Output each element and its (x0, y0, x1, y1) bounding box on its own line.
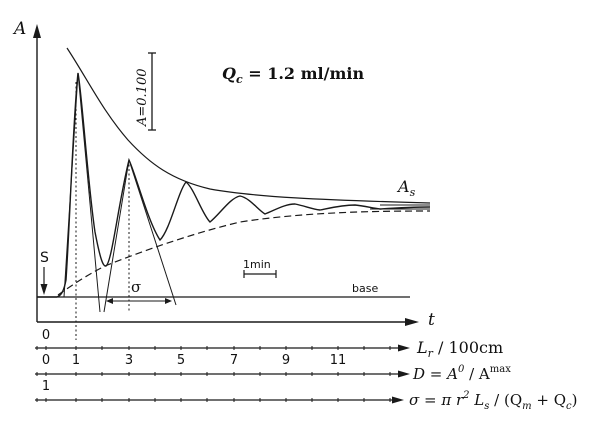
flow-rate-value: = 1.2 ml/min (243, 64, 365, 83)
sigma-arrow-left (106, 298, 113, 304)
lr-axis-label: Lr / 100cm (416, 338, 503, 360)
flow-rate-subscript: c (236, 73, 243, 86)
construction-line-right-1 (77, 72, 101, 313)
d-axis-tick-label: 1 (42, 379, 50, 394)
sigma-axis-sub2: m (522, 401, 531, 412)
sigma-axis-sup: 2 (462, 390, 469, 401)
lr-axis-tick-label: 9 (282, 353, 290, 368)
steady-state-symbol: A (396, 177, 410, 196)
lr-axis-subscript: r (428, 347, 434, 360)
lr-axis-tick-label: 7 (230, 353, 238, 368)
sigma-label: σ (131, 278, 141, 296)
sigma-axis-e: ) (572, 391, 578, 409)
lr-axis-tick-label: 3 (125, 353, 133, 368)
construction-line-right-2 (128, 159, 177, 306)
sigma-axis-d: + Q (532, 391, 566, 409)
lower-envelope-curve (57, 210, 431, 296)
d-axis-mid: / A (464, 365, 490, 383)
injection-arrow-head (40, 284, 48, 295)
steady-state-label: As (396, 177, 416, 199)
d-axis-sup2: max (490, 364, 511, 375)
baseline-label: base (352, 282, 378, 295)
lr-axis-tick-label: 5 (177, 353, 185, 368)
lr-axis-rest: / 100cm (433, 338, 503, 357)
lr-axis-tick-label: 0 (42, 353, 50, 368)
y-axis-arrow (33, 24, 41, 38)
y-axis-label: A (12, 19, 26, 39)
upper-envelope-curve (66, 47, 431, 204)
lr-axis-tick-label: 1 (72, 353, 80, 368)
sigma-axis-arrow (392, 396, 404, 404)
d-axis-sup1: 0 (458, 364, 465, 375)
lr-axis-arrow (398, 344, 410, 352)
d-axis-arrow (398, 370, 410, 378)
d-axis-lhs: D = A (412, 365, 458, 383)
sigma-arrow-right (165, 298, 172, 304)
secondary-axes: 0 1 3 5 7 9 111 (35, 344, 410, 404)
t-axis-arrow (405, 318, 419, 326)
flow-rate-symbol: Q (222, 64, 236, 83)
d-axis-label: D = A0 / Amax (412, 364, 511, 383)
amplitude-scale-label: A=0.100 (135, 69, 150, 128)
sigma-axis-label: σ = π r2 Ls / (Qm + Qc) (409, 390, 578, 412)
injection-marker-label: S (40, 250, 49, 266)
lr-axis-symbol: L (416, 338, 428, 357)
steady-state-subscript: s (410, 186, 416, 199)
t-axis-label: t (428, 310, 435, 330)
sigma-axis-b: L (470, 391, 485, 409)
sigma-axis-c: / (Q (489, 391, 522, 409)
lr-axis-tick-label: 11 (330, 353, 347, 368)
flow-rate-label: Qc = 1.2 ml/min (222, 64, 364, 86)
sigma-axis-a: σ = π r (409, 391, 464, 409)
sigma-axis-sub1: s (484, 401, 489, 412)
time-scale-label: 1min (243, 258, 271, 271)
construction-line-left-2 (103, 159, 130, 313)
sigma-axis-sub3: c (566, 401, 572, 412)
t-axis-tick-0: 0 (42, 328, 50, 343)
